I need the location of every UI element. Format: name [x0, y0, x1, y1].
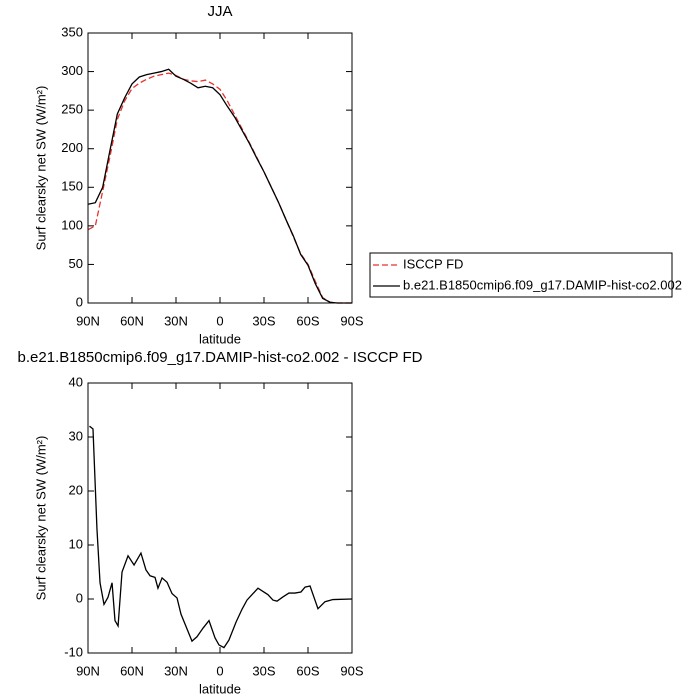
plot-frame — [87, 382, 353, 654]
y-tick-label: 350 — [61, 24, 83, 39]
y-tick-label: 300 — [61, 63, 83, 78]
x-tick-label: 90S — [340, 663, 363, 678]
x-tick-label: 0 — [216, 663, 223, 678]
legend-label: ISCCP FD — [403, 256, 463, 271]
x-tick-label: 90S — [340, 313, 363, 328]
legend-box — [369, 252, 673, 298]
y-tick-label: 0 — [76, 590, 83, 605]
chart-title: b.e21.B1850cmip6.f09_g17.DAMIP-hist-co2.… — [18, 349, 423, 366]
x-axis-label: latitude — [199, 331, 241, 346]
x-tick-label: 30N — [164, 313, 188, 328]
plot-frame — [87, 32, 353, 304]
y-tick-label: 100 — [61, 217, 83, 232]
y-tick-label: -10 — [64, 644, 83, 659]
y-tick-label: 10 — [69, 536, 83, 551]
x-tick-label: 60N — [120, 663, 144, 678]
series-line — [87, 72, 352, 304]
x-tick-label: 60S — [296, 663, 319, 678]
x-tick-label: 30S — [252, 663, 275, 678]
legend: ISCCP FD b.e21.B1850cmip6.f09_g17.DAMIP-h… — [369, 252, 682, 298]
x-tick-label: 90N — [76, 663, 100, 678]
y-tick-label: 50 — [69, 256, 83, 271]
series-line — [87, 68, 352, 304]
y-tick-label: 40 — [69, 374, 83, 389]
x-tick-label: 90N — [76, 313, 100, 328]
y-tick-label: 150 — [61, 179, 83, 194]
x-tick-label: 60S — [296, 313, 319, 328]
y-tick-label: 20 — [69, 482, 83, 497]
x-tick-label: 30S — [252, 313, 275, 328]
chart-title: JJA — [207, 3, 232, 20]
y-tick-label: 30 — [69, 428, 83, 443]
x-tick-label: 60N — [120, 313, 144, 328]
y-tick-label: 0 — [76, 294, 83, 309]
y-tick-label: 200 — [61, 140, 83, 155]
y-axis-label: Surf clearsky net SW (W/m²) — [33, 86, 48, 251]
x-axis-label: latitude — [199, 681, 241, 696]
y-axis-label: Surf clearsky net SW (W/m²) — [33, 436, 48, 601]
legend-label: b.e21.B1850cmip6.f09_g17.DAMIP-hist-co2.… — [403, 277, 682, 292]
x-tick-label: 0 — [216, 313, 223, 328]
x-tick-label: 30N — [164, 663, 188, 678]
series-line — [89, 425, 353, 649]
y-tick-label: 250 — [61, 102, 83, 117]
